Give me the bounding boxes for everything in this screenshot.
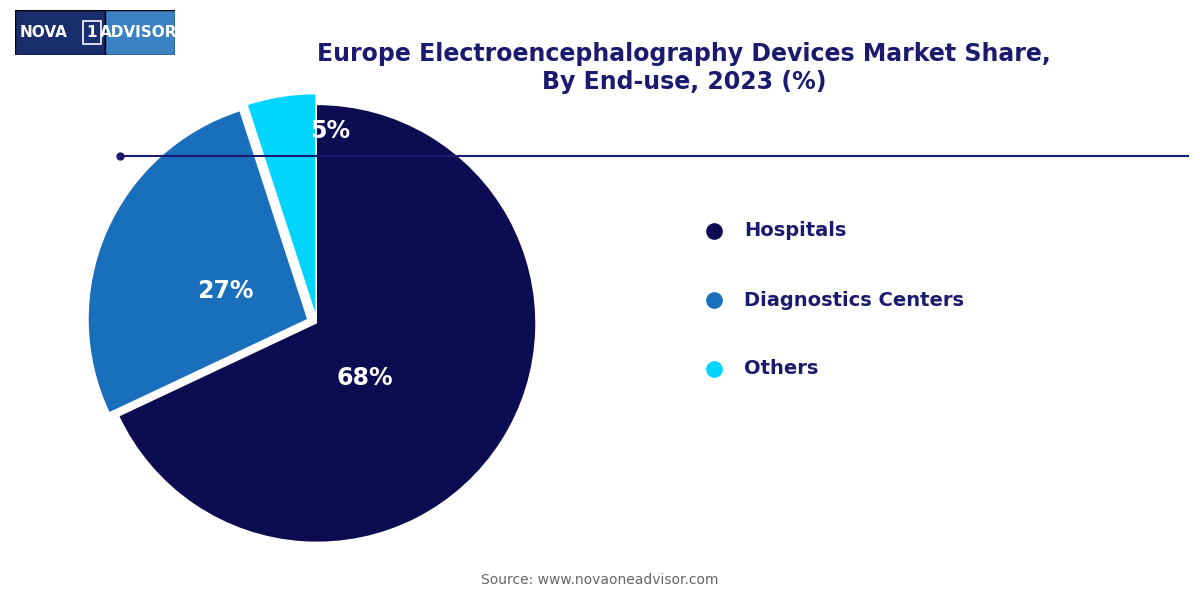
Text: Diagnostics Centers: Diagnostics Centers [744, 290, 964, 310]
Text: 27%: 27% [197, 278, 253, 302]
Text: Hospitals: Hospitals [744, 221, 846, 241]
Wedge shape [120, 105, 535, 542]
Wedge shape [89, 112, 307, 412]
Text: 1: 1 [86, 25, 97, 40]
Text: 68%: 68% [337, 366, 394, 390]
FancyBboxPatch shape [14, 10, 104, 55]
Text: Source: www.novaoneadvisor.com: Source: www.novaoneadvisor.com [481, 573, 719, 587]
Text: 5%: 5% [310, 119, 350, 143]
Text: Others: Others [744, 359, 818, 379]
Wedge shape [248, 94, 316, 313]
Text: Europe Electroencephalography Devices Market Share,
By End-use, 2023 (%): Europe Electroencephalography Devices Ma… [317, 42, 1051, 94]
FancyBboxPatch shape [104, 10, 175, 55]
Text: ADVISOR: ADVISOR [100, 25, 176, 40]
Text: NOVA: NOVA [20, 25, 67, 40]
